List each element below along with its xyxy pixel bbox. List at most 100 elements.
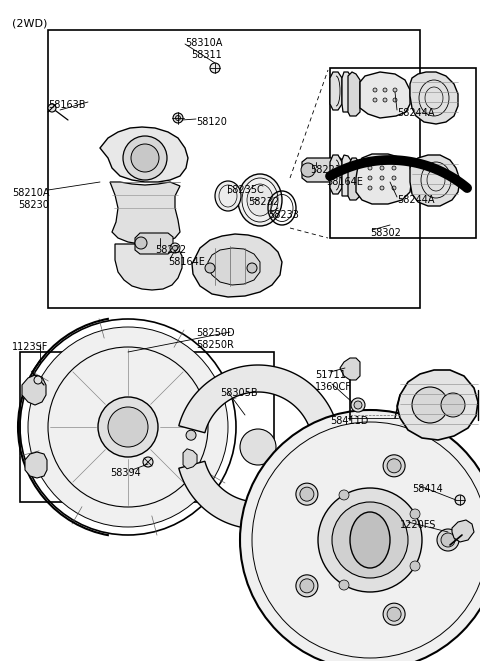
Text: 58235C: 58235C bbox=[226, 185, 264, 195]
Circle shape bbox=[143, 457, 153, 467]
Circle shape bbox=[373, 98, 377, 102]
Polygon shape bbox=[348, 158, 360, 200]
Circle shape bbox=[383, 88, 387, 92]
Circle shape bbox=[172, 245, 178, 251]
Text: (2WD): (2WD) bbox=[12, 18, 48, 28]
Polygon shape bbox=[330, 155, 342, 194]
Text: 1220FS: 1220FS bbox=[400, 520, 436, 530]
Text: 58230: 58230 bbox=[18, 200, 49, 210]
Circle shape bbox=[392, 166, 396, 170]
Circle shape bbox=[176, 116, 180, 120]
Polygon shape bbox=[360, 72, 410, 118]
Circle shape bbox=[247, 263, 257, 273]
Circle shape bbox=[28, 327, 228, 527]
Circle shape bbox=[392, 176, 396, 180]
Polygon shape bbox=[397, 370, 478, 440]
Polygon shape bbox=[179, 461, 337, 529]
Bar bbox=[330, 68, 476, 238]
Circle shape bbox=[373, 88, 377, 92]
Circle shape bbox=[318, 488, 422, 592]
Circle shape bbox=[387, 459, 401, 473]
Text: 58394: 58394 bbox=[110, 468, 141, 478]
Text: 58244A: 58244A bbox=[397, 195, 434, 205]
Circle shape bbox=[170, 243, 180, 253]
Text: 58222: 58222 bbox=[155, 245, 186, 255]
Text: 58244A: 58244A bbox=[397, 108, 434, 118]
Circle shape bbox=[332, 502, 408, 578]
Circle shape bbox=[123, 136, 167, 180]
Circle shape bbox=[410, 509, 420, 519]
Circle shape bbox=[332, 168, 344, 180]
Text: 1123SF: 1123SF bbox=[12, 342, 48, 352]
Text: 51711: 51711 bbox=[315, 370, 346, 380]
Circle shape bbox=[380, 166, 384, 170]
Text: 58232: 58232 bbox=[248, 197, 279, 207]
Circle shape bbox=[173, 113, 183, 123]
Polygon shape bbox=[183, 449, 197, 469]
Circle shape bbox=[296, 575, 318, 597]
Circle shape bbox=[186, 454, 196, 464]
Circle shape bbox=[339, 580, 349, 590]
Circle shape bbox=[34, 376, 42, 384]
Circle shape bbox=[455, 495, 465, 505]
Circle shape bbox=[383, 603, 405, 625]
Polygon shape bbox=[192, 234, 282, 297]
Circle shape bbox=[393, 88, 397, 92]
Circle shape bbox=[335, 171, 341, 177]
Polygon shape bbox=[330, 72, 342, 110]
Circle shape bbox=[380, 186, 384, 190]
Circle shape bbox=[300, 579, 314, 593]
Text: 58221: 58221 bbox=[310, 165, 341, 175]
Circle shape bbox=[320, 430, 330, 440]
Text: 58164E: 58164E bbox=[168, 257, 205, 267]
Circle shape bbox=[392, 186, 396, 190]
Polygon shape bbox=[25, 452, 47, 478]
Circle shape bbox=[300, 487, 314, 501]
Text: 58302: 58302 bbox=[370, 228, 401, 238]
Polygon shape bbox=[22, 375, 46, 405]
Polygon shape bbox=[410, 155, 460, 206]
Polygon shape bbox=[302, 158, 345, 182]
Circle shape bbox=[108, 407, 148, 447]
Polygon shape bbox=[179, 365, 337, 433]
Polygon shape bbox=[452, 520, 474, 542]
Circle shape bbox=[210, 63, 220, 73]
Circle shape bbox=[441, 533, 455, 547]
Polygon shape bbox=[100, 127, 188, 182]
Circle shape bbox=[410, 561, 420, 571]
Text: 58310A: 58310A bbox=[185, 38, 222, 48]
Ellipse shape bbox=[215, 181, 241, 211]
Text: 58164E: 58164E bbox=[326, 177, 363, 187]
Text: 58311: 58311 bbox=[191, 50, 222, 60]
Polygon shape bbox=[342, 155, 352, 196]
Circle shape bbox=[339, 490, 349, 500]
Polygon shape bbox=[340, 358, 360, 380]
Text: 58250D: 58250D bbox=[196, 328, 235, 338]
Circle shape bbox=[393, 98, 397, 102]
Circle shape bbox=[205, 263, 215, 273]
Circle shape bbox=[380, 176, 384, 180]
Bar bbox=[20, 352, 274, 502]
Circle shape bbox=[441, 393, 465, 417]
Text: 58233: 58233 bbox=[268, 210, 299, 220]
Circle shape bbox=[135, 237, 147, 249]
Circle shape bbox=[387, 607, 401, 621]
Text: 58305B: 58305B bbox=[220, 388, 258, 398]
Polygon shape bbox=[208, 248, 260, 285]
Ellipse shape bbox=[247, 184, 273, 216]
Polygon shape bbox=[410, 72, 458, 124]
Circle shape bbox=[296, 483, 318, 505]
Polygon shape bbox=[110, 182, 180, 244]
Circle shape bbox=[240, 410, 480, 661]
Bar bbox=[48, 30, 420, 308]
Circle shape bbox=[368, 176, 372, 180]
Circle shape bbox=[351, 398, 365, 412]
Polygon shape bbox=[342, 72, 352, 112]
Circle shape bbox=[383, 455, 405, 477]
Text: 58210A: 58210A bbox=[12, 188, 49, 198]
Polygon shape bbox=[348, 72, 360, 116]
Circle shape bbox=[368, 186, 372, 190]
Text: 58120: 58120 bbox=[196, 117, 227, 127]
Circle shape bbox=[412, 387, 448, 423]
Ellipse shape bbox=[238, 174, 282, 226]
